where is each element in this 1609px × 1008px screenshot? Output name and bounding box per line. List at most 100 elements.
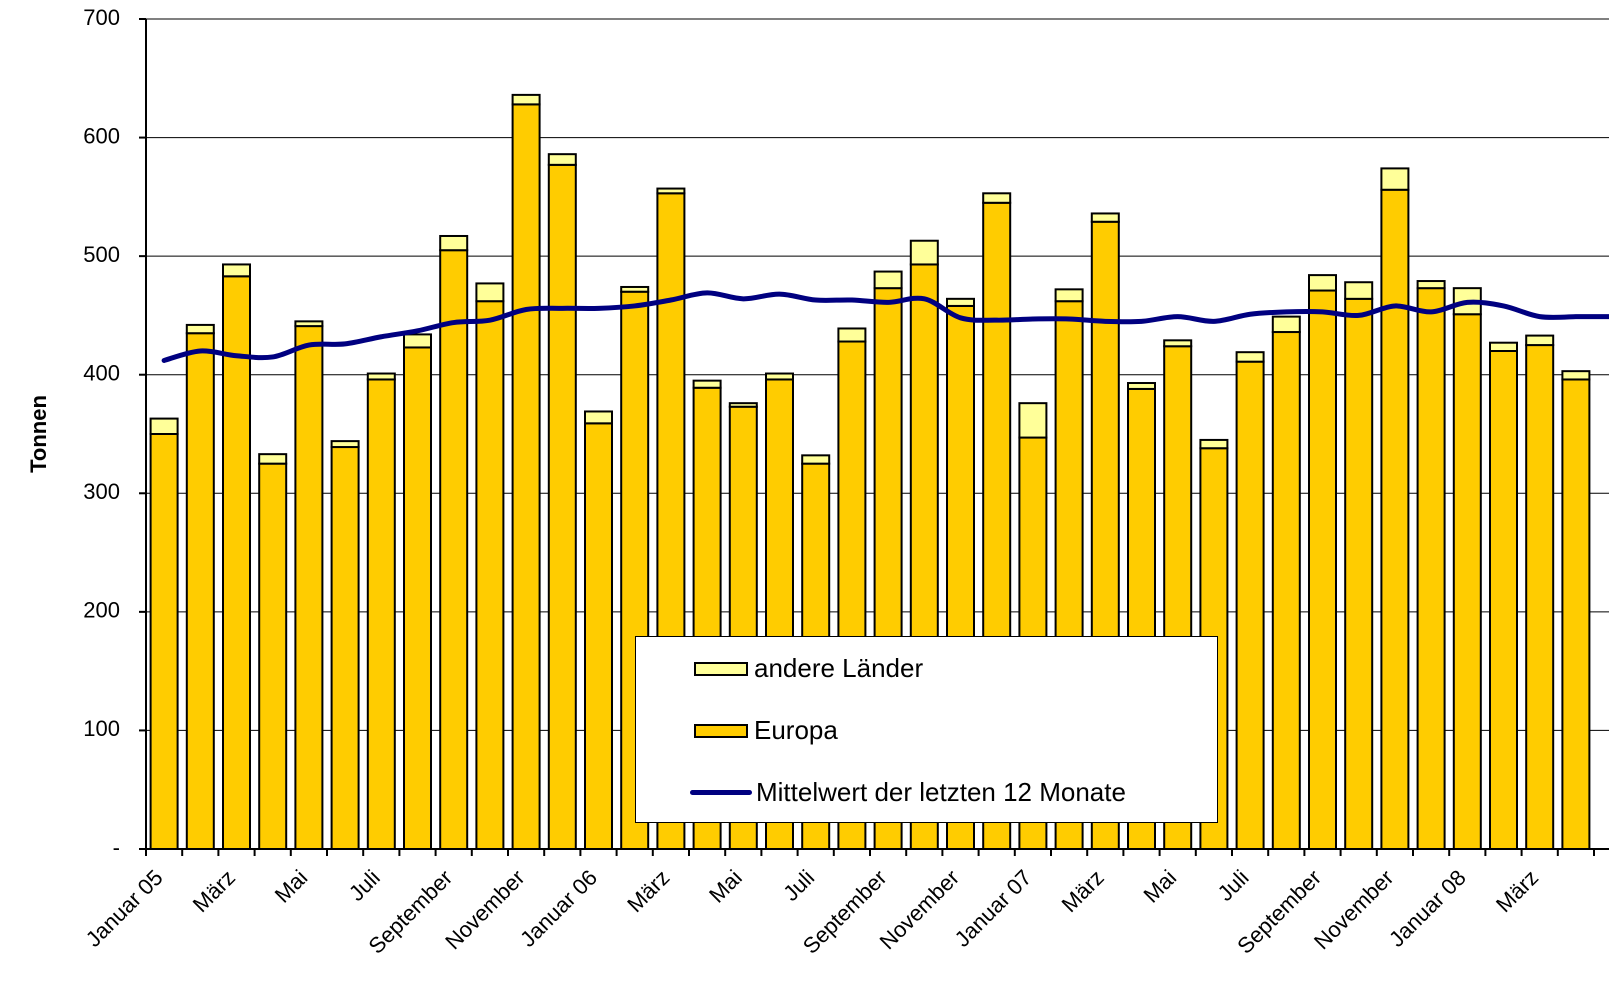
- legend-item-mittelwert: Mittelwert der letzten 12 Monate: [690, 777, 1126, 808]
- legend: andere Länder Europa Mittelwert der letz…: [635, 636, 1218, 823]
- bar-andere-laender: [511, 93, 541, 106]
- bar-andere-laender: [185, 323, 215, 335]
- x-tick-label: November: [1309, 865, 1398, 954]
- x-tick-label: Januar 07: [950, 865, 1037, 952]
- legend-label: Europa: [754, 715, 838, 745]
- x-tick-label: Januar 06: [515, 865, 602, 952]
- bar-andere-laender: [873, 270, 903, 290]
- bar-andere-laender: [620, 285, 650, 293]
- bar-andere-laender: [222, 263, 251, 278]
- x-tick-label: Mai: [270, 865, 313, 908]
- y-tick-label: 100: [83, 716, 120, 741]
- bar-andere-laender: [1416, 280, 1446, 290]
- x-tick-label: Juli: [344, 865, 385, 906]
- legend-label: Mittelwert der letzten 12 Monate: [756, 777, 1126, 807]
- bar-europa: [185, 332, 215, 850]
- legend-swatch-mittelwert: [690, 790, 752, 795]
- bar-andere-laender: [439, 234, 469, 252]
- x-tick-label: März: [188, 865, 240, 917]
- bar-europa: [366, 378, 396, 850]
- bar-europa: [1525, 344, 1555, 850]
- y-tick-label: 400: [83, 361, 120, 386]
- bar-andere-laender: [728, 402, 758, 408]
- bar-andere-laender: [547, 153, 577, 166]
- y-tick-label: 600: [83, 123, 120, 148]
- legend-swatch-andere-laender: [694, 661, 748, 676]
- bar-andere-laender: [258, 453, 288, 465]
- trend-line: [161, 290, 1609, 363]
- bar-europa: [1380, 188, 1410, 850]
- bar-europa: [149, 433, 179, 850]
- bar-andere-laender: [1308, 274, 1337, 292]
- bar-europa: [1271, 331, 1301, 850]
- x-tick-label: Mai: [704, 865, 747, 908]
- bar-europa: [584, 422, 613, 850]
- bar-europa: [330, 446, 360, 850]
- bar-europa: [1489, 350, 1518, 850]
- y-tick-label: 700: [83, 5, 120, 30]
- bar-andere-laender: [1127, 382, 1156, 390]
- bar-andere-laender: [692, 379, 722, 389]
- x-tick-label: Januar 05: [81, 865, 168, 952]
- bar-europa: [1452, 313, 1482, 850]
- bar-europa: [222, 275, 251, 850]
- series-line-mittelwert: [161, 290, 1609, 363]
- bar-andere-laender: [982, 192, 1012, 204]
- bar-andere-laender: [1561, 370, 1591, 381]
- bar-europa: [258, 462, 288, 850]
- bar-andere-laender: [330, 440, 360, 449]
- bar-andere-laender: [1018, 402, 1048, 439]
- bar-andere-laender: [1235, 351, 1265, 363]
- bar-andere-laender: [294, 320, 324, 328]
- x-tick-label: März: [622, 865, 674, 917]
- bar-andere-laender: [1054, 288, 1084, 303]
- bar-andere-laender: [149, 417, 179, 436]
- bar-europa: [1416, 287, 1446, 850]
- bar-andere-laender: [584, 410, 613, 425]
- x-tick-label: Januar 08: [1384, 865, 1471, 952]
- bar-europa: [403, 346, 432, 850]
- x-tick-label: Juli: [778, 865, 819, 906]
- bar-europa: [1561, 378, 1591, 850]
- bar-andere-laender: [801, 454, 831, 465]
- bar-andere-laender: [1199, 438, 1229, 450]
- bar-europa: [511, 103, 541, 851]
- x-tick-label: November: [440, 865, 529, 954]
- bar-andere-laender: [837, 327, 867, 343]
- bar-europa: [1235, 360, 1265, 850]
- bar-andere-laender: [1163, 339, 1193, 348]
- bar-andere-laender: [1090, 212, 1120, 223]
- bar-europa: [1344, 297, 1374, 851]
- bar-andere-laender: [403, 333, 432, 349]
- bar-andere-laender: [1380, 167, 1410, 191]
- y-tick-label: 200: [83, 598, 120, 623]
- x-tick-labels: Januar 05 März Mai JuliSeptemberNovemberJan…: [81, 865, 1543, 959]
- x-tick-label: November: [875, 865, 964, 954]
- y-axis-label: Tonnen: [26, 395, 51, 473]
- y-tick-labels: - 100 200 300 400 500 600 700: [83, 5, 120, 860]
- bar-europa: [439, 249, 469, 850]
- legend-item-andere-laender: andere Länder: [694, 653, 923, 684]
- bar-andere-laender: [1271, 315, 1301, 334]
- bar-andere-laender: [765, 372, 794, 381]
- bar-andere-laender: [946, 297, 975, 307]
- x-tick-label: Mai: [1138, 865, 1181, 908]
- y-tick-label: 300: [83, 479, 120, 504]
- bar-andere-laender: [366, 372, 396, 381]
- bar-europa: [547, 163, 577, 851]
- bar-andere-laender: [909, 239, 939, 266]
- y-tick-label: 500: [83, 242, 120, 267]
- legend-label: andere Länder: [754, 653, 924, 683]
- bar-europa: [1308, 289, 1337, 850]
- bar-andere-laender: [1489, 341, 1518, 353]
- x-tick-label: März: [1057, 865, 1109, 917]
- bar-andere-laender: [475, 282, 505, 303]
- axes: [139, 18, 1609, 856]
- bar-andere-laender: [656, 187, 686, 195]
- bar-andere-laender: [1344, 281, 1374, 300]
- legend-item-europa: Europa: [694, 715, 838, 746]
- bar-europa: [475, 300, 505, 850]
- x-tick-label: März: [1491, 865, 1543, 917]
- bar-europa: [294, 325, 324, 851]
